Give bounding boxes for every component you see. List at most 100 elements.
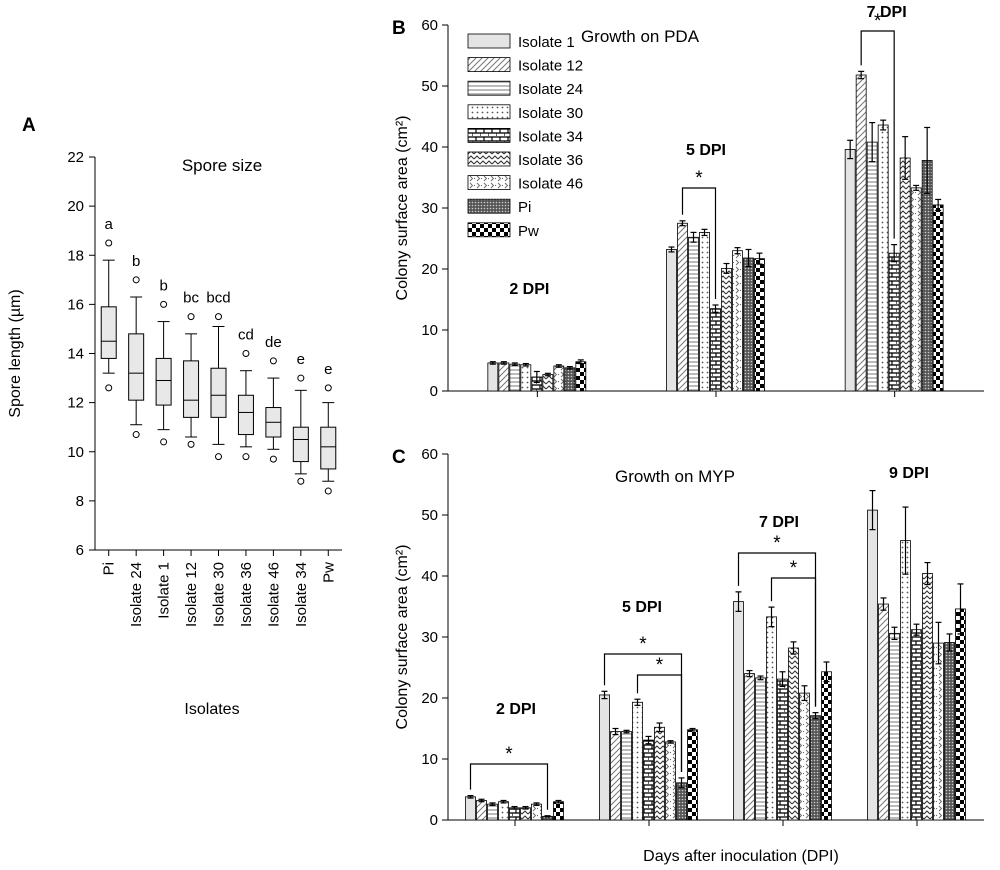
bar [788,647,799,821]
bar [777,678,788,821]
bar [542,374,554,392]
legend-label: Isolate 36 [518,152,583,169]
bar [878,603,889,821]
y-tick-label: 40 [421,139,438,156]
y-tick-label: 20 [421,261,438,278]
bar [710,308,721,392]
legend-swatch [467,33,511,49]
significance-letter: b [132,253,140,270]
chart-title: Growth on MYP [615,467,735,486]
box [237,394,254,436]
legend: Isolate 1 Isolate 12 Isolate 24 Isolate 30 I… [467,33,583,240]
significance-bracket [860,30,895,239]
significance-star: * [639,634,647,655]
group-label: 2 DPI [496,701,536,718]
box [128,333,145,401]
y-tick-label: 16 [67,296,84,313]
significance-star: * [695,168,703,189]
y-tick-label: 6 [76,542,84,559]
bar [665,741,676,821]
y-tick-label: 0 [430,383,438,400]
legend-label: Isolate 1 [518,34,575,51]
bar [877,124,889,392]
bar [900,540,911,821]
legend-swatch [467,175,511,191]
significance-letter: bcd [206,290,230,307]
y-tick-label: 60 [421,17,438,34]
bar [476,800,487,821]
significance-bracket [636,674,683,772]
y-tick-label: 22 [67,149,84,166]
significance-star: * [656,655,664,676]
bar [520,364,532,392]
bar [910,187,922,392]
group-label: 7 DPI [867,4,907,21]
bar [643,739,654,821]
bar [487,803,498,821]
bar [520,807,531,821]
legend-swatch [467,198,511,214]
y-tick-label: 30 [421,200,438,217]
bar [921,160,933,392]
legend-label: Isolate 30 [518,105,583,122]
legend-label: Isolate 46 [518,176,583,193]
significance-letter: a [105,216,114,233]
outlier-point [215,453,222,461]
bar [799,692,810,821]
outlier-point [160,300,168,308]
box [210,367,227,418]
group-label: 2 DPI [509,281,549,298]
y-tick-label: 18 [67,247,84,264]
outlier-point [242,453,250,461]
x-axis-title: Days after inoculation (DPI) [643,848,839,865]
bar [699,231,710,392]
x-tick-label: Pi [101,562,118,575]
outlier-point [324,487,332,495]
y-tick-label: 60 [421,446,438,463]
x-tick-label: Isolate 12 [183,562,200,627]
outlier-point [132,276,140,284]
x-tick-label: Isolate 30 [211,562,228,627]
y-tick-label: 20 [421,690,438,707]
significance-letter: cd [238,327,254,344]
y-tick-label: 40 [421,568,438,585]
legend-label: Isolate 24 [518,81,583,98]
significance-bracket [770,577,817,707]
y-axis-title: Spore length (µm) [7,289,24,417]
box [292,426,309,463]
outlier-point [269,455,277,463]
legend-swatch [467,80,511,96]
bar [955,608,966,821]
x-tick-label: Isolate 34 [293,562,310,627]
bar [465,796,476,821]
y-tick-label: 50 [421,507,438,524]
chart-title: Growth on PDA [581,27,700,46]
significance-letter: e [297,351,305,368]
legend-swatch [467,222,511,238]
bar [509,363,521,392]
y-tick-label: 10 [421,322,438,339]
outlier-point [160,438,168,446]
bar [754,258,765,392]
legend-swatch [467,57,511,72]
legend-label: Isolate 12 [518,58,583,75]
outlier-point [105,239,113,247]
bar [755,677,766,821]
significance-star: * [790,558,798,579]
y-tick-label: 14 [67,346,84,363]
bar [733,601,744,821]
legend-label: Pi [518,199,531,216]
x-tick-label: Pw [320,562,337,583]
y-tick-label: 8 [76,493,84,510]
bar [575,361,587,392]
bar [599,694,610,821]
box [155,357,172,406]
y-tick-label: 12 [67,395,84,412]
panel-letter-b: B [392,18,406,39]
box [183,360,200,418]
bar [744,673,755,821]
y-tick-label: 50 [421,78,438,95]
x-tick-label: Isolate 36 [238,562,255,627]
bar [498,362,510,392]
bar [677,222,688,392]
